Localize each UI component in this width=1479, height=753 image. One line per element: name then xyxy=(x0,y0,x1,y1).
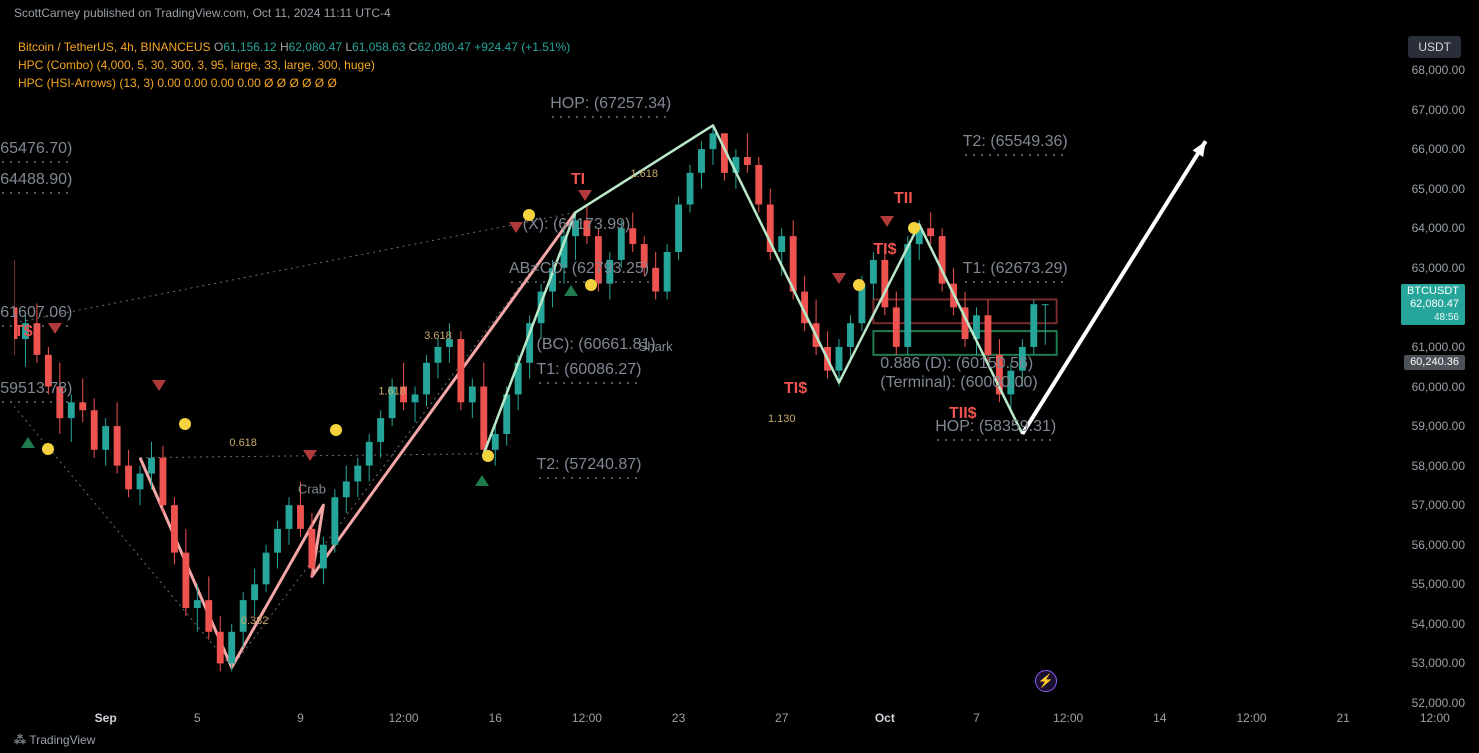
candlestick-chart[interactable]: 0.618 0.382 1.618 3.618 1.618 1.130 Crab Shark xyxy=(14,70,1389,703)
price-tick: 67,000.00 xyxy=(1412,103,1465,117)
live-price-badge: BTCUSDT 62,080.47 48:56 xyxy=(1401,284,1465,325)
time-tick: 14 xyxy=(1153,711,1166,725)
time-tick: 12:00 xyxy=(1053,711,1083,725)
price-tick: 68,000.00 xyxy=(1412,63,1465,77)
time-tick: Oct xyxy=(875,711,895,725)
time-tick: 27 xyxy=(775,711,788,725)
time-tick: 12:00 xyxy=(572,711,602,725)
price-tick: 52,000.00 xyxy=(1412,696,1465,710)
time-tick: 7 xyxy=(973,711,980,725)
svg-text:0.382: 0.382 xyxy=(241,615,269,627)
price-tick: 57,000.00 xyxy=(1412,498,1465,512)
price-tick: 66,000.00 xyxy=(1412,142,1465,156)
price-tick: 56,000.00 xyxy=(1412,538,1465,552)
svg-text:3.618: 3.618 xyxy=(424,330,452,342)
svg-text:0.618: 0.618 xyxy=(229,437,257,449)
time-tick: 23 xyxy=(672,711,685,725)
price-axis[interactable]: 68,000.0067,000.0066,000.0065,000.0064,0… xyxy=(1395,70,1465,703)
price-change-pct: (+1.51%) xyxy=(521,40,570,54)
price-tick: 53,000.00 xyxy=(1412,656,1465,670)
svg-text:1.618: 1.618 xyxy=(378,385,406,397)
time-tick: 21 xyxy=(1336,711,1349,725)
published-header: ScottCarney published on TradingView.com… xyxy=(14,6,391,20)
price-change: +924.47 xyxy=(474,40,518,54)
ohlc-open: 61,156.12 xyxy=(223,40,276,54)
time-tick: 5 xyxy=(194,711,201,725)
time-tick: 12:00 xyxy=(1236,711,1266,725)
price-tick: 65,000.00 xyxy=(1412,182,1465,196)
price-tick: 55,000.00 xyxy=(1412,577,1465,591)
time-tick: 12:00 xyxy=(389,711,419,725)
price-tick: 59,000.00 xyxy=(1412,419,1465,433)
price-tick: 63,000.00 xyxy=(1412,261,1465,275)
currency-badge[interactable]: USDT xyxy=(1408,36,1461,58)
ohlc-close: 62,080.47 xyxy=(417,40,470,54)
price-tick: 54,000.00 xyxy=(1412,617,1465,631)
tradingview-watermark: ⁂ TradingView xyxy=(14,733,95,747)
symbol-pair: Bitcoin / TetherUS, 4h, BINANCEUS xyxy=(18,40,211,54)
price-tick: 58,000.00 xyxy=(1412,459,1465,473)
price-tick: 64,000.00 xyxy=(1412,221,1465,235)
lightning-icon[interactable]: ⚡ xyxy=(1035,670,1057,692)
svg-text:Shark: Shark xyxy=(639,339,673,354)
time-tick: 12:00 xyxy=(1420,711,1450,725)
price-tick: 61,000.00 xyxy=(1412,340,1465,354)
ohlc-high: 62,080.47 xyxy=(289,40,342,54)
time-tick: Sep xyxy=(95,711,117,725)
gray-price-badge: 60,240.36 xyxy=(1404,355,1465,370)
price-tick: 60,000.00 xyxy=(1412,380,1465,394)
time-tick: 9 xyxy=(297,711,304,725)
svg-text:1.130: 1.130 xyxy=(768,413,796,425)
svg-text:1.618: 1.618 xyxy=(630,168,658,180)
ohlc-low: 61,058.63 xyxy=(352,40,405,54)
time-tick: 16 xyxy=(489,711,502,725)
svg-text:Crab: Crab xyxy=(298,481,326,496)
time-axis[interactable]: Sep5912:001612:002327Oct712:001412:00211… xyxy=(14,703,1389,725)
